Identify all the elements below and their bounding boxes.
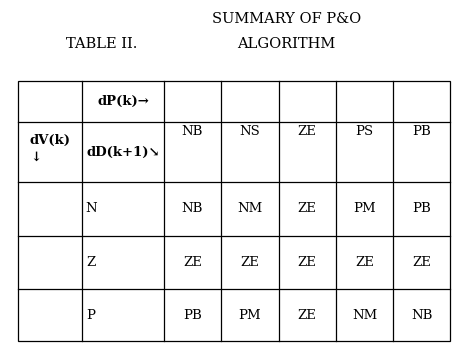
- Text: PM: PM: [238, 309, 261, 322]
- Text: dV(k)
↓: dV(k) ↓: [30, 134, 71, 164]
- Text: NM: NM: [237, 202, 262, 215]
- Text: ALGORITHM: ALGORITHM: [237, 37, 335, 51]
- Text: NB: NB: [182, 125, 203, 138]
- Text: TABLE II.: TABLE II.: [66, 37, 137, 51]
- Text: PM: PM: [353, 202, 376, 215]
- Text: PB: PB: [183, 309, 202, 322]
- Text: NM: NM: [352, 309, 377, 322]
- Text: SUMMARY OF P&O: SUMMARY OF P&O: [212, 12, 361, 26]
- Text: ZE: ZE: [298, 309, 316, 322]
- Text: NS: NS: [239, 125, 260, 138]
- Text: ZE: ZE: [183, 256, 202, 269]
- Text: Z: Z: [86, 256, 96, 269]
- Bar: [18, 80, 450, 341]
- Text: ZE: ZE: [298, 256, 316, 269]
- Text: PB: PB: [413, 202, 432, 215]
- Text: dP(k)→: dP(k)→: [97, 95, 149, 108]
- Text: ZE: ZE: [413, 256, 432, 269]
- Text: NB: NB: [182, 202, 203, 215]
- Text: N: N: [85, 202, 97, 215]
- Text: ZE: ZE: [355, 256, 374, 269]
- Text: NB: NB: [411, 309, 432, 322]
- Text: PS: PS: [356, 125, 374, 138]
- Text: P: P: [86, 309, 96, 322]
- Text: ZE: ZE: [298, 125, 316, 138]
- Text: dD(k+1)↘: dD(k+1)↘: [86, 146, 160, 159]
- Text: ZE: ZE: [298, 202, 316, 215]
- Text: PB: PB: [413, 125, 432, 138]
- Text: ZE: ZE: [240, 256, 259, 269]
